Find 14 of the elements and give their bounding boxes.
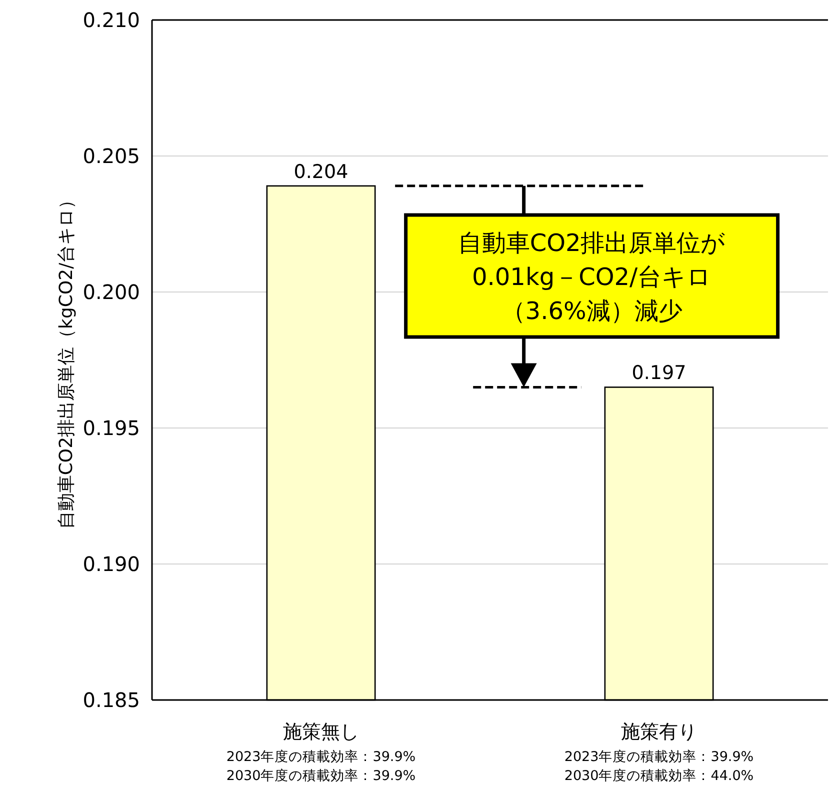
text: 0.195: [82, 416, 140, 440]
text: 0.200: [82, 280, 140, 304]
data-label: 0.197: [632, 362, 686, 384]
data-label: 0.204: [294, 160, 348, 183]
text: 0.205: [82, 144, 140, 168]
text: 0.185: [82, 688, 140, 712]
x-tick-label: 施策有り 2023年度の積載効率：39.9% 2030年度の積載効率：44.0%: [564, 721, 754, 784]
x-tick-label: 施策無し 2023年度の積載効率：39.9% 2030年度の積載効率：39.9%: [226, 721, 416, 784]
annotation: 自動車CO2排出原単位が: [458, 229, 726, 257]
annotation: （3.6%減）減少: [501, 297, 682, 325]
text: 0.190: [82, 552, 140, 576]
y-axis-title: 自動車CO2排出原単位（kgCO2/台キロ）: [56, 190, 77, 530]
text: 0.210: [82, 8, 140, 32]
annotation: 0.01kg－CO2/台キロ: [472, 263, 712, 291]
